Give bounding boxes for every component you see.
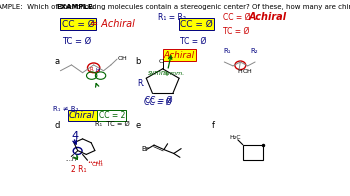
Text: R₁ ≠ R₂: R₁ ≠ R₂ (53, 106, 78, 112)
Text: ....H: ....H (65, 157, 76, 162)
Text: R: R (90, 67, 94, 72)
Text: CC = 2: CC = 2 (99, 111, 125, 120)
Text: 4: 4 (71, 131, 79, 141)
Text: OH: OH (118, 56, 127, 61)
Text: TC = Ø: TC = Ø (223, 26, 250, 35)
Text: 2 R₁: 2 R₁ (71, 164, 87, 173)
Text: R₁ = R₂: R₁ = R₂ (158, 13, 186, 22)
Text: CC = Ø: CC = Ø (223, 13, 251, 22)
Text: H₂C: H₂C (229, 135, 241, 140)
Text: TC = Ø: TC = Ø (180, 37, 206, 46)
Text: Br: Br (142, 146, 149, 152)
Text: ••••H: ••••H (88, 160, 103, 165)
Text: CC = Ø: CC = Ø (62, 20, 94, 29)
Text: H: H (238, 69, 243, 74)
Text: R.: R. (137, 79, 144, 88)
Text: CC = Ø: CC = Ø (144, 97, 172, 106)
Text: symm.: symm. (148, 70, 170, 76)
Text: Achiral: Achiral (249, 12, 287, 22)
Text: CC = Ø: CC = Ø (145, 95, 173, 104)
Text: H: H (96, 68, 99, 73)
Text: symm.: symm. (164, 71, 185, 76)
Text: OH: OH (243, 69, 253, 74)
Text: EXAMPLE:  Which of the following molecules contain a stereogenic center? Of thes: EXAMPLE: Which of the following molecule… (0, 4, 350, 10)
Text: a: a (54, 56, 60, 65)
Text: b: b (135, 56, 141, 65)
Text: Chiral: Chiral (69, 111, 95, 120)
Text: Achiral: Achiral (164, 51, 195, 60)
Text: R₁: R₁ (223, 48, 231, 54)
Text: = Achiral: = Achiral (90, 19, 135, 29)
Text: R₂: R₂ (250, 48, 258, 54)
Text: EXAMPLE:: EXAMPLE: (56, 4, 96, 10)
Text: TC = Ø: TC = Ø (62, 37, 91, 46)
Text: d: d (54, 121, 60, 130)
Text: CH₃: CH₃ (91, 162, 103, 167)
Text: f: f (212, 121, 215, 130)
Text: R₁  TC = Ø: R₁ TC = Ø (95, 121, 130, 127)
Text: Cl: Cl (159, 60, 164, 64)
Text: e: e (135, 121, 141, 130)
Text: CC = Ø: CC = Ø (180, 20, 213, 29)
